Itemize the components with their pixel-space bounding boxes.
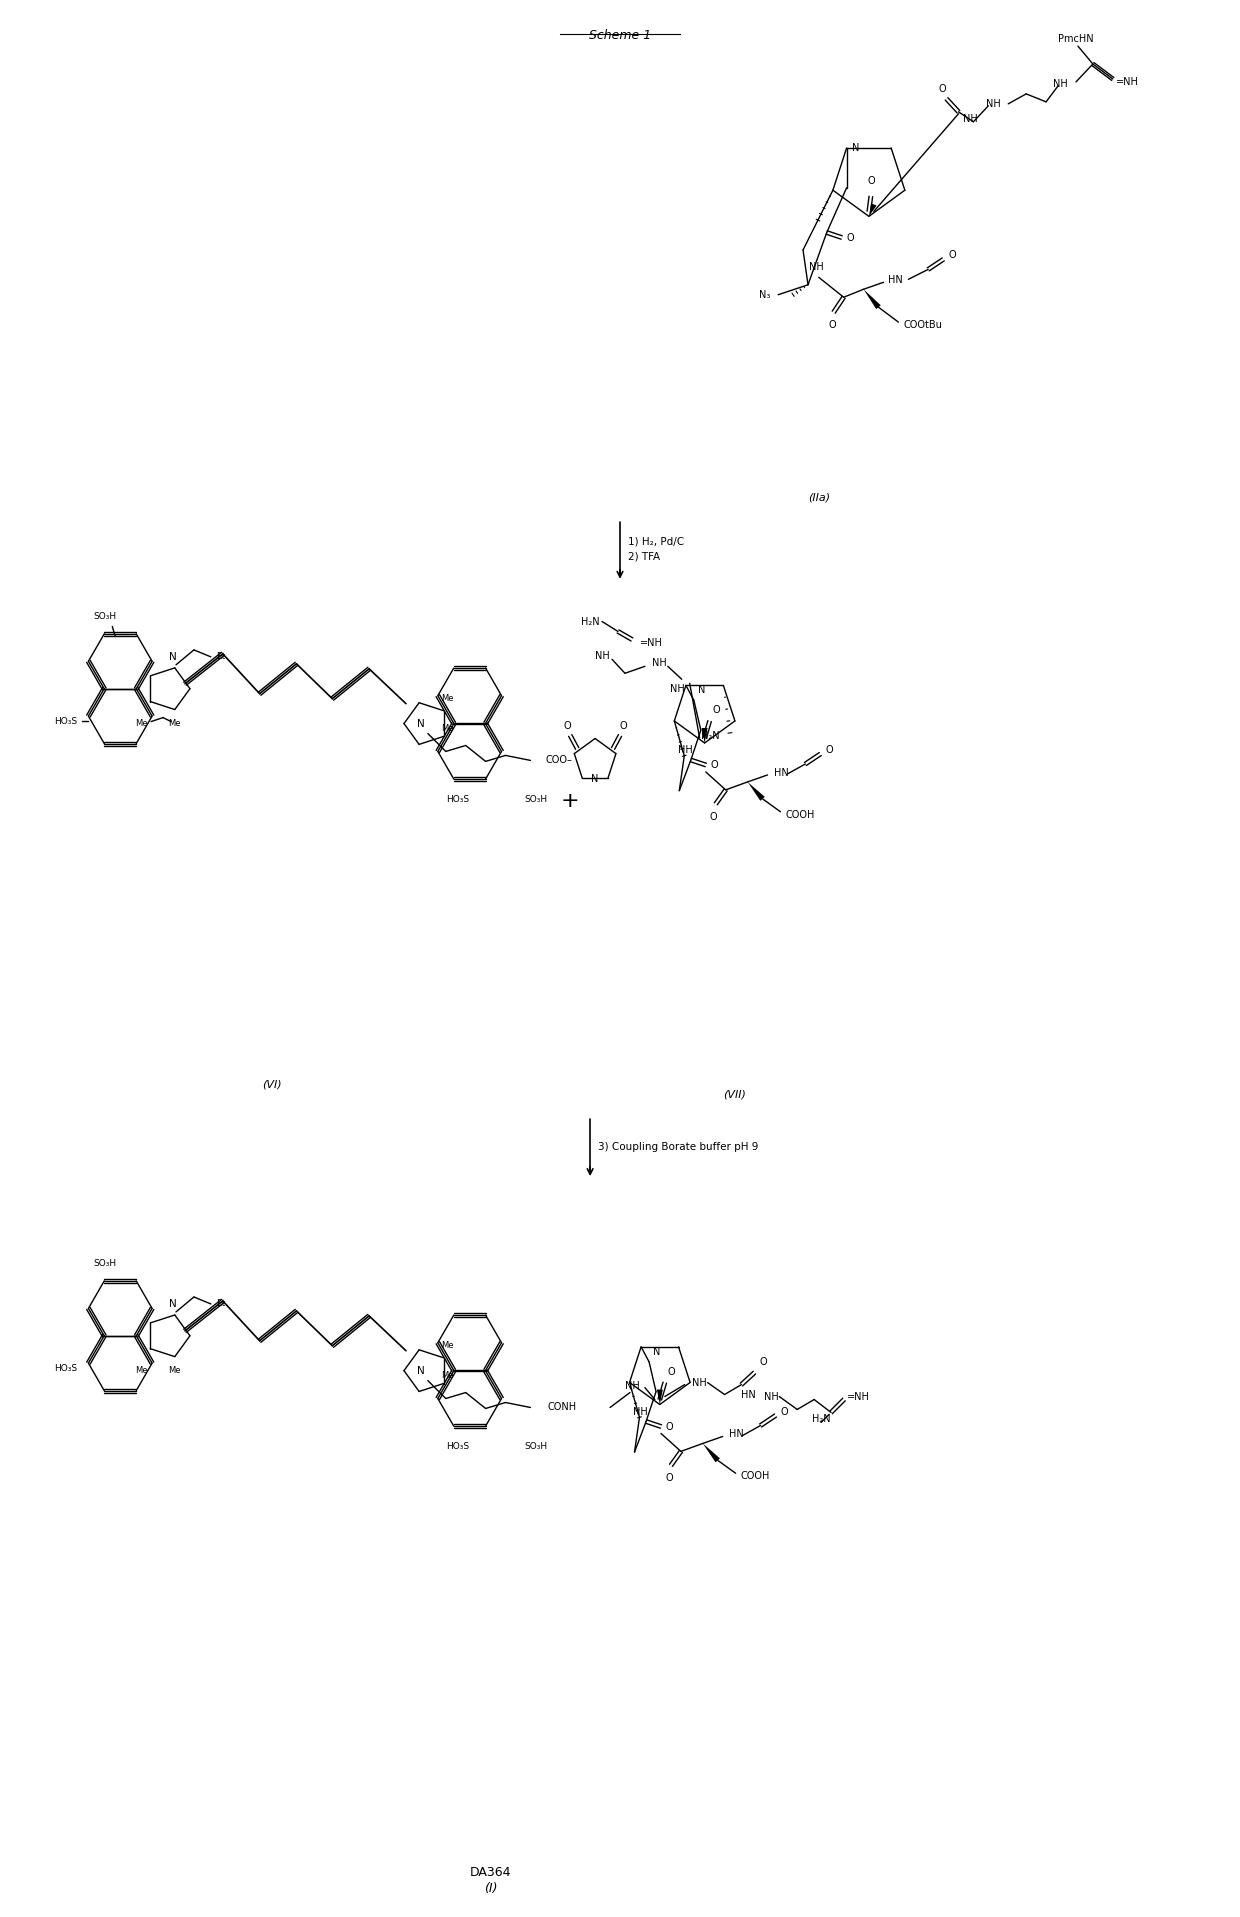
Polygon shape <box>869 203 877 217</box>
Text: HN: HN <box>774 769 789 778</box>
Text: Me: Me <box>440 694 454 704</box>
Text: 2) TFA: 2) TFA <box>627 552 660 562</box>
Text: O: O <box>711 759 718 771</box>
Text: =NH: =NH <box>640 638 663 648</box>
Text: Me: Me <box>440 1371 454 1380</box>
Text: =NH: =NH <box>1116 77 1138 86</box>
Polygon shape <box>863 289 880 309</box>
Text: NH: NH <box>764 1392 779 1401</box>
Text: (I): (I) <box>484 1882 497 1894</box>
Text: N: N <box>169 652 177 661</box>
Polygon shape <box>748 782 765 801</box>
Text: COO–: COO– <box>546 755 572 765</box>
Text: HO₃S: HO₃S <box>446 1442 470 1451</box>
Polygon shape <box>657 1390 663 1405</box>
Text: O: O <box>867 176 874 186</box>
Text: N: N <box>698 684 706 696</box>
Text: NH: NH <box>625 1380 640 1390</box>
Text: Scheme 1: Scheme 1 <box>589 29 651 42</box>
Text: O: O <box>828 320 837 330</box>
Text: HN: HN <box>742 1390 756 1399</box>
Polygon shape <box>703 1444 720 1463</box>
Text: N₃: N₃ <box>759 289 770 299</box>
Text: N: N <box>417 1365 425 1376</box>
Text: =NH: =NH <box>847 1392 869 1401</box>
Text: O: O <box>759 1357 768 1367</box>
Text: CONH: CONH <box>547 1403 577 1413</box>
Text: N: N <box>591 774 599 784</box>
Text: NH: NH <box>986 100 1001 109</box>
Text: O: O <box>780 1407 789 1417</box>
Text: HO₃S: HO₃S <box>53 717 77 725</box>
Text: SO₃H: SO₃H <box>94 612 117 621</box>
Text: O: O <box>619 721 626 730</box>
Text: O: O <box>826 746 833 755</box>
Text: N: N <box>852 144 859 153</box>
Text: HO₃S: HO₃S <box>53 1363 77 1373</box>
Polygon shape <box>702 728 708 744</box>
Text: Me: Me <box>440 1342 454 1350</box>
Text: DA364: DA364 <box>470 1865 511 1879</box>
Text: COOH: COOH <box>785 809 815 820</box>
Text: Et: Et <box>216 652 226 661</box>
Text: SO₃H: SO₃H <box>525 796 548 803</box>
Text: SO₃H: SO₃H <box>94 1259 117 1269</box>
Text: (VI): (VI) <box>262 1079 281 1089</box>
Text: 3) Coupling Borate buffer pH 9: 3) Coupling Borate buffer pH 9 <box>598 1143 759 1152</box>
Text: NH: NH <box>652 658 667 669</box>
Text: NH: NH <box>1053 79 1068 88</box>
Text: O: O <box>668 1367 676 1376</box>
Text: O: O <box>939 84 946 94</box>
Text: Me: Me <box>440 725 454 732</box>
Text: O: O <box>666 1422 673 1432</box>
Text: NH: NH <box>634 1407 649 1417</box>
Text: O: O <box>847 232 854 243</box>
Text: Me: Me <box>135 1367 148 1374</box>
Text: HO₃S: HO₃S <box>446 796 470 803</box>
Text: SO₃H: SO₃H <box>525 1442 548 1451</box>
Text: COOtBu: COOtBu <box>904 320 942 330</box>
Text: PmcHN: PmcHN <box>1058 35 1094 44</box>
Text: NH: NH <box>670 684 684 694</box>
Text: N: N <box>653 1348 661 1357</box>
Text: O: O <box>949 251 956 261</box>
Text: O: O <box>563 721 572 730</box>
Text: Me: Me <box>169 1367 181 1374</box>
Text: H₂N: H₂N <box>702 730 720 740</box>
Text: HN: HN <box>729 1430 744 1440</box>
Text: Me: Me <box>169 719 181 728</box>
Text: NH: NH <box>678 746 693 755</box>
Text: NH: NH <box>595 652 610 661</box>
Text: (VII): (VII) <box>723 1089 746 1100</box>
Text: NH: NH <box>692 1378 707 1388</box>
Text: COOH: COOH <box>740 1470 770 1482</box>
Text: 1) H₂, Pd/C: 1) H₂, Pd/C <box>627 537 684 546</box>
Text: H₂N: H₂N <box>582 617 600 627</box>
Text: HN: HN <box>888 276 903 286</box>
Text: Et: Et <box>216 1300 226 1309</box>
Text: NH: NH <box>810 263 825 272</box>
Text: N: N <box>417 719 425 728</box>
Text: Me: Me <box>135 719 148 728</box>
Text: (IIa): (IIa) <box>808 493 830 502</box>
Text: O: O <box>713 705 720 715</box>
Text: H₂N: H₂N <box>812 1415 831 1424</box>
Text: +: + <box>560 790 579 811</box>
Text: O: O <box>665 1474 673 1484</box>
Text: N: N <box>169 1300 177 1309</box>
Text: O: O <box>711 811 718 822</box>
Text: NH: NH <box>963 113 978 125</box>
